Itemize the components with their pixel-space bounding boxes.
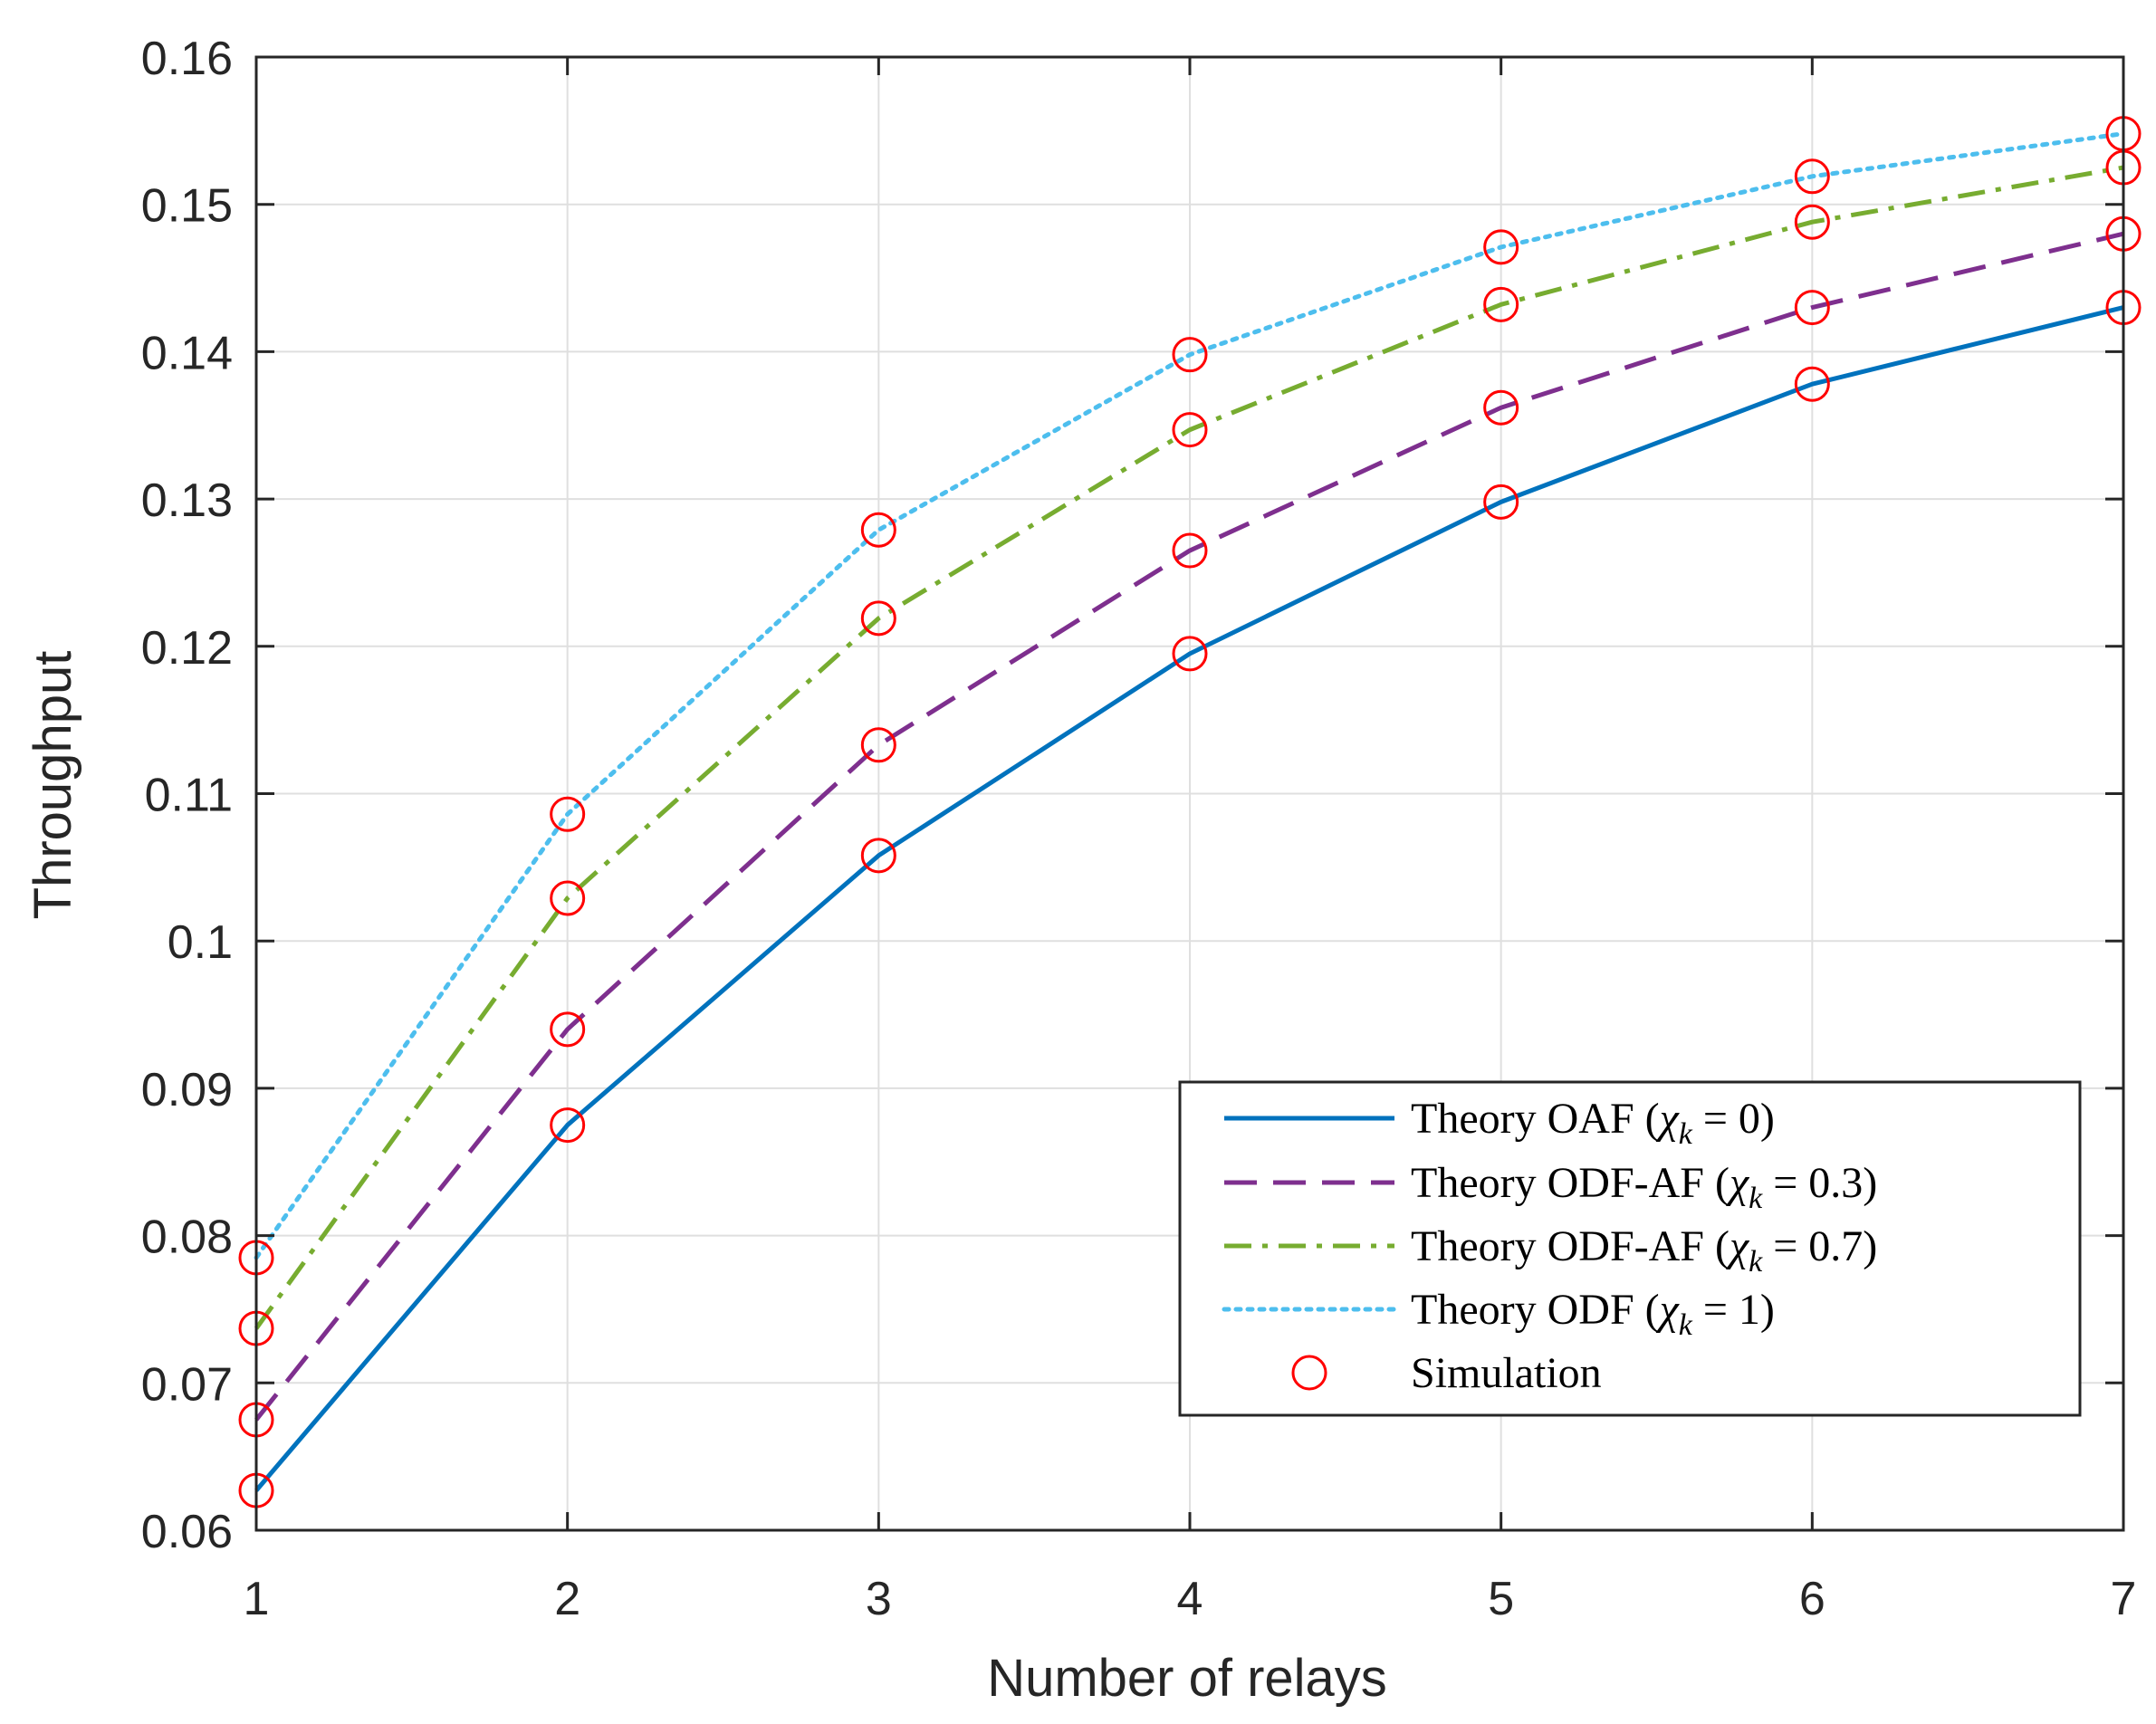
simulation-marker bbox=[550, 796, 586, 832]
simulation-marker bbox=[1172, 337, 1208, 373]
simulation-marker bbox=[860, 727, 896, 763]
x-tick-label: 2 bbox=[554, 1573, 580, 1625]
series-line-2 bbox=[254, 231, 2124, 1422]
y-axis-label: Throughput bbox=[24, 651, 82, 920]
legend: Theory OAF (χk = 0) Theory ODF-AF (χk = 0… bbox=[1178, 1080, 2082, 1417]
axes bbox=[254, 55, 2125, 1532]
y-tick-label: 0.09 bbox=[141, 1064, 233, 1116]
legend-simulation-marker bbox=[1291, 1355, 1327, 1391]
y-tick-label: 0.08 bbox=[141, 1212, 233, 1264]
simulation-marker bbox=[860, 512, 896, 548]
x-axis-label: Number of relays bbox=[987, 1649, 1387, 1708]
legend-label: Theory ODF-AF (χk = 0.3) bbox=[1411, 1159, 1877, 1215]
y-tick-label: 0.07 bbox=[141, 1358, 233, 1411]
y-tick-label: 0.16 bbox=[141, 33, 233, 85]
simulation-marker bbox=[1172, 636, 1208, 672]
simulation-marker bbox=[1794, 366, 1830, 402]
y-tick-label: 0.06 bbox=[141, 1506, 233, 1558]
x-tick-label: 3 bbox=[866, 1573, 892, 1625]
simulation-marker bbox=[1172, 532, 1208, 569]
simulation-marker bbox=[1794, 158, 1830, 195]
series-line-1 bbox=[254, 305, 2124, 1492]
x-tick-label: 4 bbox=[1177, 1573, 1203, 1625]
simulation-marker bbox=[860, 838, 896, 874]
legend-label: Theory ODF-AF (χk = 0.7) bbox=[1411, 1222, 1877, 1279]
simulation-marker bbox=[1483, 389, 1519, 426]
simulation-marker bbox=[1172, 412, 1208, 448]
series-lines bbox=[254, 131, 2126, 1492]
legend-label: Theory OAF (χk = 0) bbox=[1411, 1095, 1775, 1151]
simulation-marker bbox=[1794, 290, 1830, 326]
series-line-4 bbox=[254, 131, 2126, 1260]
y-tick-label: 0.13 bbox=[141, 474, 233, 527]
x-tick-label: 7 bbox=[2111, 1573, 2137, 1625]
y-tick-label: 0.1 bbox=[168, 916, 233, 969]
y-tick-label: 0.12 bbox=[141, 622, 233, 675]
legend-label: Simulation bbox=[1411, 1349, 1602, 1397]
simulation-marker bbox=[1483, 484, 1519, 520]
legend-box bbox=[1178, 1080, 2082, 1417]
simulation-marker bbox=[1794, 204, 1830, 240]
x-tick-label: 6 bbox=[1799, 1573, 1825, 1625]
legend-label: Theory ODF (χk = 1) bbox=[1411, 1286, 1775, 1342]
simulation-marker bbox=[550, 880, 586, 916]
y-tick-label: 0.11 bbox=[145, 770, 233, 822]
x-tick-label: 1 bbox=[244, 1573, 270, 1625]
y-tick-label: 0.15 bbox=[141, 180, 233, 233]
x-tick-label: 5 bbox=[1488, 1573, 1514, 1625]
simulation-marker bbox=[550, 1107, 586, 1144]
y-tick-label: 0.14 bbox=[141, 327, 233, 379]
x-tick-labels: 1 2 3 4 5 6 7 bbox=[244, 1573, 2137, 1625]
simulation-marker bbox=[860, 600, 896, 637]
y-tick-labels: 0.06 0.07 0.08 0.09 0.1 0.11 0.12 0.13 0.14 0.15 0… bbox=[141, 33, 233, 1558]
simulation-marker bbox=[1483, 229, 1519, 265]
simulation-marker bbox=[1483, 286, 1519, 322]
simulation-marker bbox=[550, 1011, 586, 1048]
series-line-3 bbox=[254, 165, 2124, 1330]
